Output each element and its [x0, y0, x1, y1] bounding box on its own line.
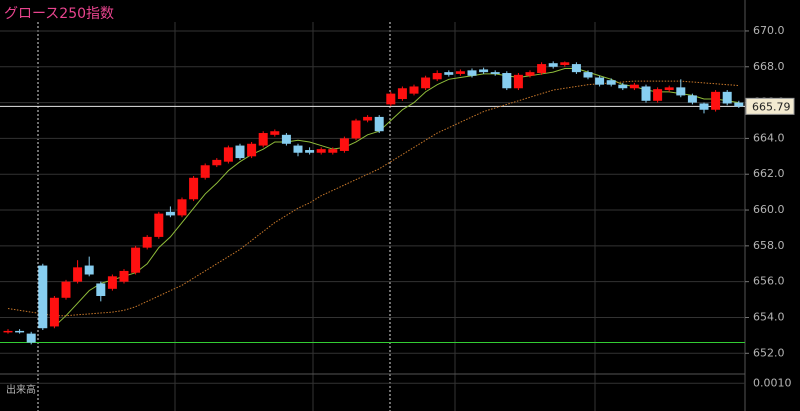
candle-body	[618, 84, 628, 89]
candle-body	[560, 62, 570, 65]
candle-body	[687, 95, 697, 103]
y-tick-label: 660.0	[753, 203, 785, 216]
candle-body	[38, 265, 48, 329]
candle-body	[96, 283, 106, 296]
y-tick-label: 658.0	[753, 239, 785, 252]
candle-body	[212, 159, 222, 166]
candle-body	[293, 145, 303, 153]
candle-body	[711, 91, 721, 110]
candle-body	[119, 270, 129, 282]
candle-body	[502, 73, 512, 89]
candle-body	[455, 71, 465, 74]
candle-body	[641, 86, 651, 101]
candle-body	[154, 213, 164, 237]
candle-body	[629, 84, 639, 89]
candle-body	[734, 102, 744, 107]
candle-body	[316, 149, 326, 153]
candle-body	[339, 138, 349, 151]
candle-body	[722, 91, 732, 104]
chart-title: グロース250指数	[4, 6, 114, 22]
vertical-grid	[174, 22, 596, 411]
candle-body	[432, 73, 442, 80]
candle-body	[525, 72, 535, 76]
y-tick-label: 662.0	[753, 167, 785, 180]
candle-body	[49, 297, 59, 327]
volume-tick-label: 0.0010	[753, 376, 792, 389]
candle-body	[142, 236, 152, 248]
y-tick-label: 654.0	[753, 310, 785, 323]
candle-body	[513, 74, 523, 89]
candle-body	[270, 131, 280, 135]
candle-body	[583, 72, 593, 78]
y-tick-label: 664.0	[753, 131, 785, 144]
last-price-box	[745, 97, 795, 115]
candle-body	[537, 64, 547, 74]
candle-body	[409, 86, 419, 94]
candle-body	[200, 165, 210, 178]
candle-body	[247, 143, 257, 157]
candle-body	[223, 147, 233, 162]
candle-body	[26, 333, 36, 343]
last-price-label: 665.79	[752, 100, 791, 113]
candle-body	[444, 72, 454, 75]
candle-body	[467, 70, 477, 76]
candle-body	[131, 247, 141, 273]
candle-body	[189, 177, 199, 200]
candle-body	[177, 199, 187, 216]
candle-body	[595, 77, 605, 85]
candle-body	[305, 150, 315, 153]
candle-body	[328, 149, 338, 153]
candle-body	[490, 72, 500, 74]
candle-body	[351, 120, 361, 139]
candle-body	[421, 77, 431, 89]
candle-body	[73, 267, 83, 282]
candle-body	[548, 63, 558, 67]
candle-body	[676, 87, 686, 96]
candle-body	[479, 69, 489, 73]
candle-body	[3, 330, 13, 333]
candle-body	[258, 133, 268, 146]
candle-body	[571, 64, 581, 73]
candle-body	[664, 87, 674, 91]
candle-body	[363, 116, 373, 121]
candle-body	[165, 211, 175, 216]
candle-body	[397, 88, 407, 100]
candle-body	[235, 145, 245, 159]
moving-average-line	[7, 80, 739, 317]
y-tick-label: 656.0	[753, 275, 785, 288]
candle-body	[281, 134, 291, 144]
candle-body	[606, 80, 616, 85]
volume-label: 出来高	[6, 383, 36, 396]
candle-body	[107, 276, 117, 289]
candle-body	[386, 93, 396, 105]
candle-body	[15, 330, 25, 333]
candle-body	[61, 281, 71, 298]
candle-body	[653, 89, 663, 101]
candle-body	[699, 103, 709, 110]
y-tick-label: 652.0	[753, 346, 785, 359]
candle-body	[84, 265, 94, 275]
y-tick-label: 670.0	[753, 24, 785, 37]
y-tick-label: 668.0	[753, 60, 785, 73]
candle-body	[374, 116, 384, 132]
